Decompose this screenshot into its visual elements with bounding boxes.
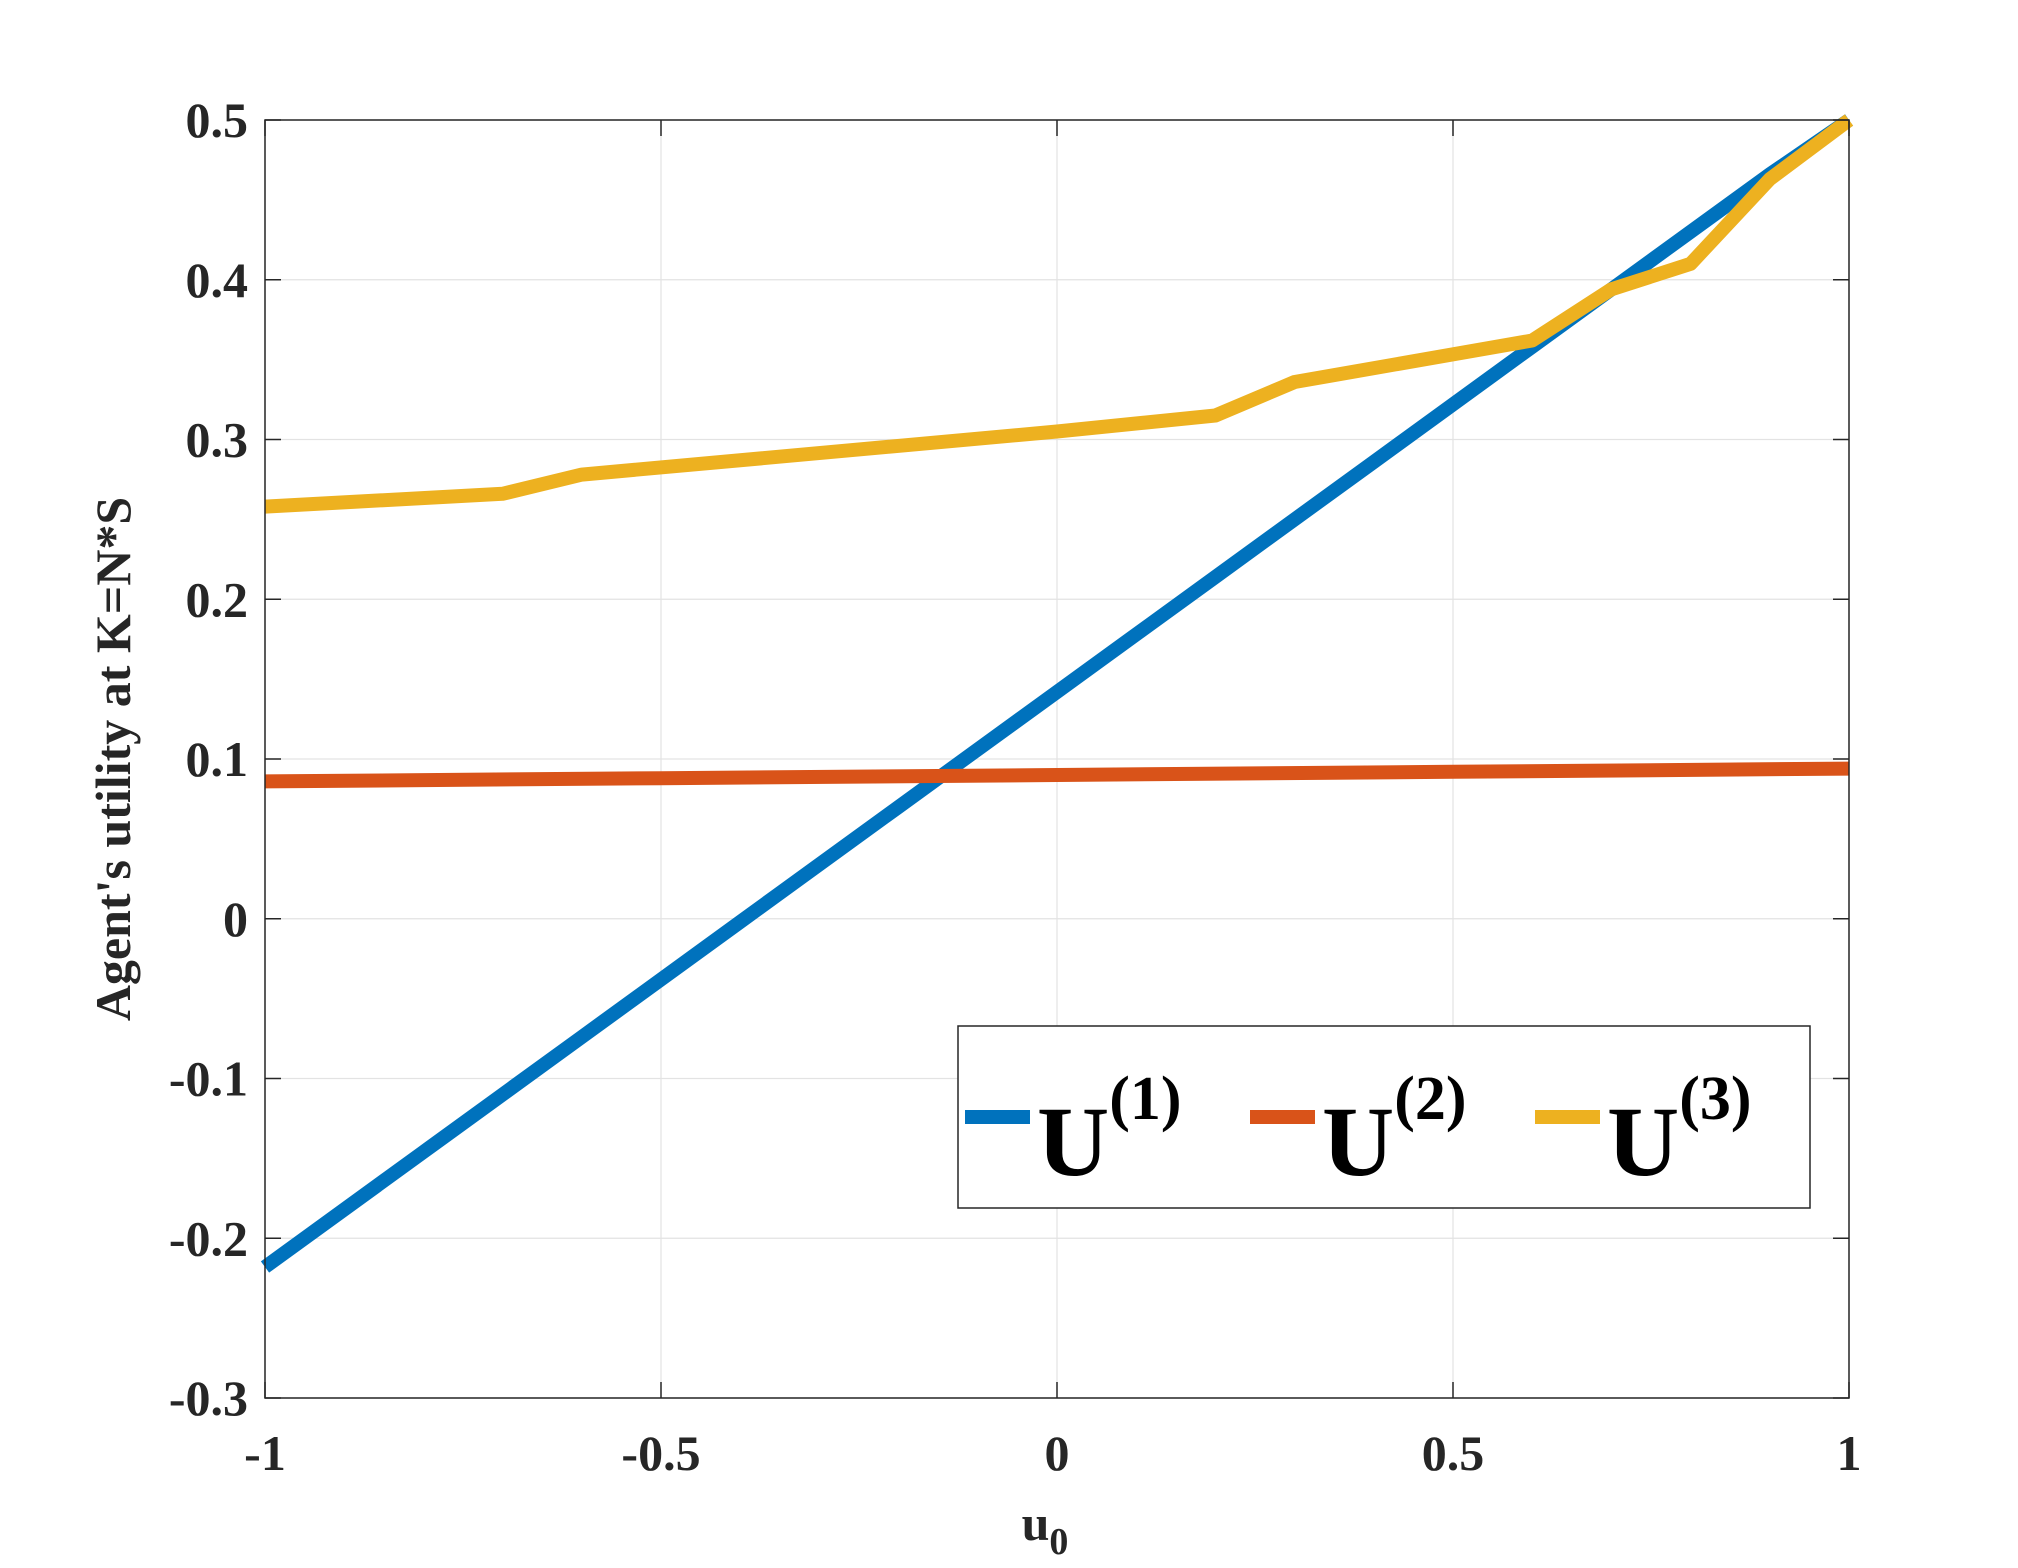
series-line-2 <box>264 761 1850 789</box>
x-axis: -1 -0.5 0 0.5 1 <box>244 120 1862 1481</box>
y-tick-label: 0.3 <box>186 412 249 468</box>
y-tick-label: -0.3 <box>169 1370 248 1426</box>
y-tick-label: 0.4 <box>186 252 249 308</box>
x-tick-label: 0.5 <box>1422 1425 1485 1481</box>
x-tick-label: 1 <box>1837 1425 1862 1481</box>
legend-label-2: U(2) <box>1322 1065 1467 1197</box>
y-tick-label: 0 <box>223 891 248 947</box>
y-tick-label: 0.5 <box>186 92 249 148</box>
y-axis: -0.3 -0.2 -0.1 0 0.1 0.2 0.3 0.4 0.5 <box>169 92 1849 1426</box>
y-tick-label: -0.2 <box>169 1210 248 1266</box>
x-tick-label: -0.5 <box>621 1425 700 1481</box>
series-line-1 <box>260 114 1853 1273</box>
legend-label-1: U(1) <box>1037 1065 1182 1197</box>
legend: U(1) U(2) U(3) <box>957 1025 1811 1209</box>
y-tick-label: 0.1 <box>186 731 249 787</box>
x-axis-label-subscript: 0 <box>1049 1521 1068 1563</box>
x-axis-label: u0 <box>1022 1495 1069 1563</box>
x-tick-label: 0 <box>1045 1425 1070 1481</box>
y-tick-label: 0.2 <box>186 571 249 627</box>
series-line-3 <box>264 114 1854 514</box>
series-layer <box>260 114 1854 1273</box>
y-axis-label: Agent's utility at K=N*S <box>85 497 141 1021</box>
legend-label-3: U(3) <box>1607 1065 1752 1197</box>
legend-box <box>957 1025 1811 1209</box>
x-tick-label: -1 <box>244 1425 286 1481</box>
y-tick-label: -0.1 <box>169 1051 248 1107</box>
